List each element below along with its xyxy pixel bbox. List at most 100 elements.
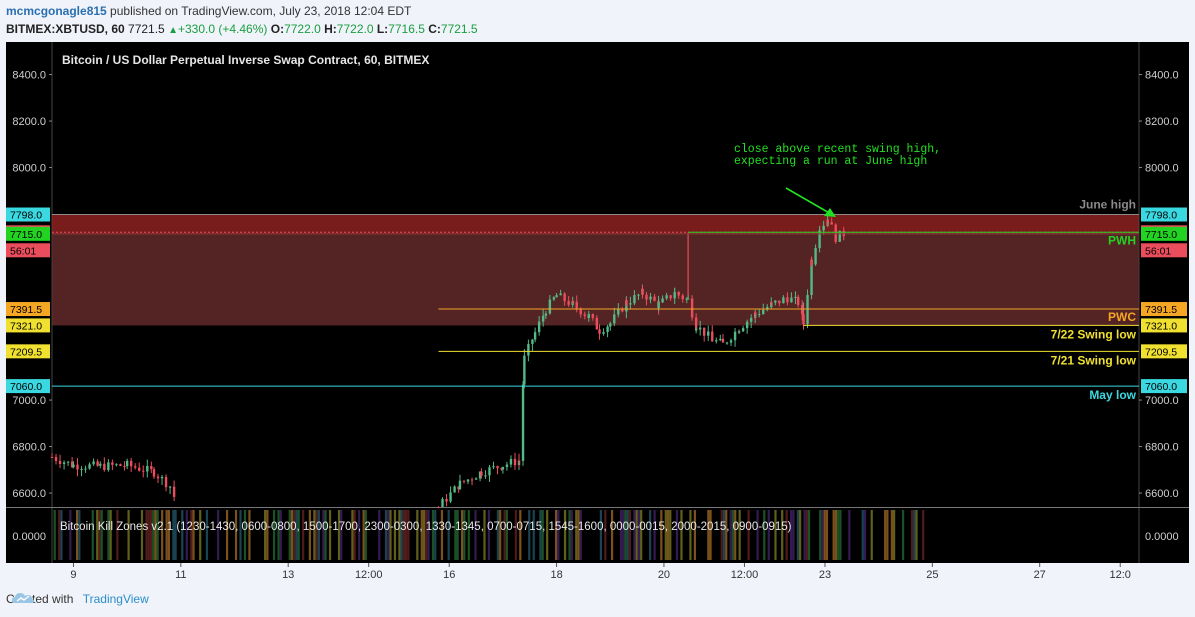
price-tag-left: 7798.0 (10, 210, 42, 222)
chart-frame[interactable]: 6600.0 6600.0 6800.0 6800.0 7000.0 7000.0 8000… (6, 42, 1189, 582)
tradingview-cloud-icon (12, 593, 34, 603)
candle-body (766, 307, 769, 310)
x-tick-label: 12:00 (355, 569, 383, 581)
countdown-tag-right-bg (1141, 243, 1187, 258)
kill-zone-bar (664, 510, 667, 560)
countdown-tag-left: 56:01 (10, 245, 36, 257)
countdown-tag-left-bg (6, 243, 50, 258)
kill-zone-bar (362, 510, 365, 560)
countdown-tag-right: 56:01 (1145, 245, 1171, 257)
kill-zone-bar (861, 510, 864, 560)
candle-body (70, 461, 74, 468)
price-tag-left-bg (6, 344, 50, 359)
price-tag-right: 7798.0 (1145, 210, 1177, 222)
kill-zone-bar (722, 510, 726, 560)
candle-body (838, 230, 841, 242)
kill-zone-bar (660, 510, 663, 560)
kill-zone-bar (98, 510, 101, 560)
kill-zone-bar (192, 510, 195, 560)
candle-body (810, 259, 813, 265)
close-label: C: (428, 22, 441, 36)
candle-body (92, 461, 95, 465)
y-tick-left: 6600.0 (12, 488, 46, 500)
kill-zone-bar (69, 510, 72, 560)
price-tag-left: 7060.0 (10, 381, 42, 393)
x-tick-label: 20 (658, 569, 670, 581)
tradingview-link[interactable]: TradingView (82, 592, 149, 606)
candle-body (806, 295, 809, 325)
x-tick-label: 18 (550, 569, 562, 581)
kill-zone-bar (248, 510, 251, 560)
price-tag-left: 7321.0 (10, 320, 42, 332)
kill-zone-bar (217, 510, 220, 560)
kill-zone-bar (272, 510, 276, 560)
kill-zone-bar (107, 510, 110, 560)
kill-zone-bar (416, 510, 419, 560)
candle-body (480, 471, 483, 476)
kill-zone-bar (313, 510, 316, 560)
candle-body (150, 466, 153, 470)
y-tick-right: 8400.0 (1145, 70, 1179, 82)
candle-body (645, 294, 648, 300)
kill-zone-bar (680, 510, 683, 560)
kill-zone-bar (781, 510, 784, 560)
kill-zone-bar (152, 510, 155, 560)
indicator-label: Bitcoin Kill Zones v2.1 (1230-1430, 0600… (60, 521, 792, 533)
kill-zone-bar (823, 510, 826, 560)
candle-body (633, 295, 636, 304)
candle-body (523, 355, 526, 385)
kill-zone-bar (557, 510, 560, 560)
candle-body (721, 338, 725, 343)
kill-zone-bar (570, 510, 573, 560)
price-tag-right-bg (1141, 318, 1187, 333)
kill-zone-bar (317, 510, 320, 560)
kill-zone-bar (532, 510, 535, 560)
kill-zone-bar (400, 510, 403, 560)
kill-zone-bar (422, 510, 426, 560)
kill-zone-bar (147, 510, 150, 560)
price-tag-left-bg (6, 207, 50, 222)
up-arrow-icon: ▲ (168, 25, 178, 36)
kill-zone-bar (60, 510, 63, 560)
kill-zone-bar (487, 510, 491, 560)
candle-body (770, 302, 773, 304)
x-tick-label: 12:0 (1110, 569, 1131, 581)
kill-zone-bar (389, 510, 392, 560)
kill-zone-bar (767, 510, 770, 560)
kill-zone-bar (149, 510, 153, 560)
annotation-line: expecting a run at June high (734, 155, 927, 168)
kill-zone-bar (774, 510, 777, 560)
candle-body (641, 288, 644, 295)
kill-zone-bar (266, 510, 269, 560)
candle-body (778, 300, 781, 304)
kill-zone-bar (78, 510, 81, 560)
kill-zone-bar (467, 510, 470, 560)
kill-zone-bar (796, 510, 799, 560)
candle-body (681, 295, 684, 300)
price-tag-right: 7209.5 (1145, 346, 1177, 358)
candle-body (496, 466, 499, 469)
footer: Created with TradingView (6, 592, 149, 606)
price-chart[interactable]: 6600.0 6600.0 6800.0 6800.0 7000.0 7000.0 8000… (6, 42, 1189, 582)
kill-zone-bar (579, 510, 582, 560)
author-link[interactable]: mcmcgonagle815 (6, 4, 107, 18)
kill-zone-bar (675, 510, 679, 560)
candle-body (458, 480, 462, 490)
candle-body (669, 295, 672, 299)
candle-body (84, 468, 87, 470)
kill-zone-bar (243, 510, 247, 560)
kill-zone-bar (322, 510, 325, 560)
candle-body (103, 463, 106, 471)
kill-zone-bar (456, 510, 459, 560)
candle-body (729, 340, 733, 343)
kill-zone-bar (805, 510, 808, 560)
kill-zone-bar (619, 510, 623, 560)
candle-body (598, 329, 601, 334)
kill-zone-bar (729, 510, 732, 560)
kill-zone-bar (693, 510, 696, 560)
kill-zone-bar (234, 510, 238, 560)
candle-body (445, 498, 448, 502)
kill-zone-bar (315, 510, 318, 560)
candle-body (625, 300, 628, 305)
kill-zone-bar (447, 510, 450, 560)
